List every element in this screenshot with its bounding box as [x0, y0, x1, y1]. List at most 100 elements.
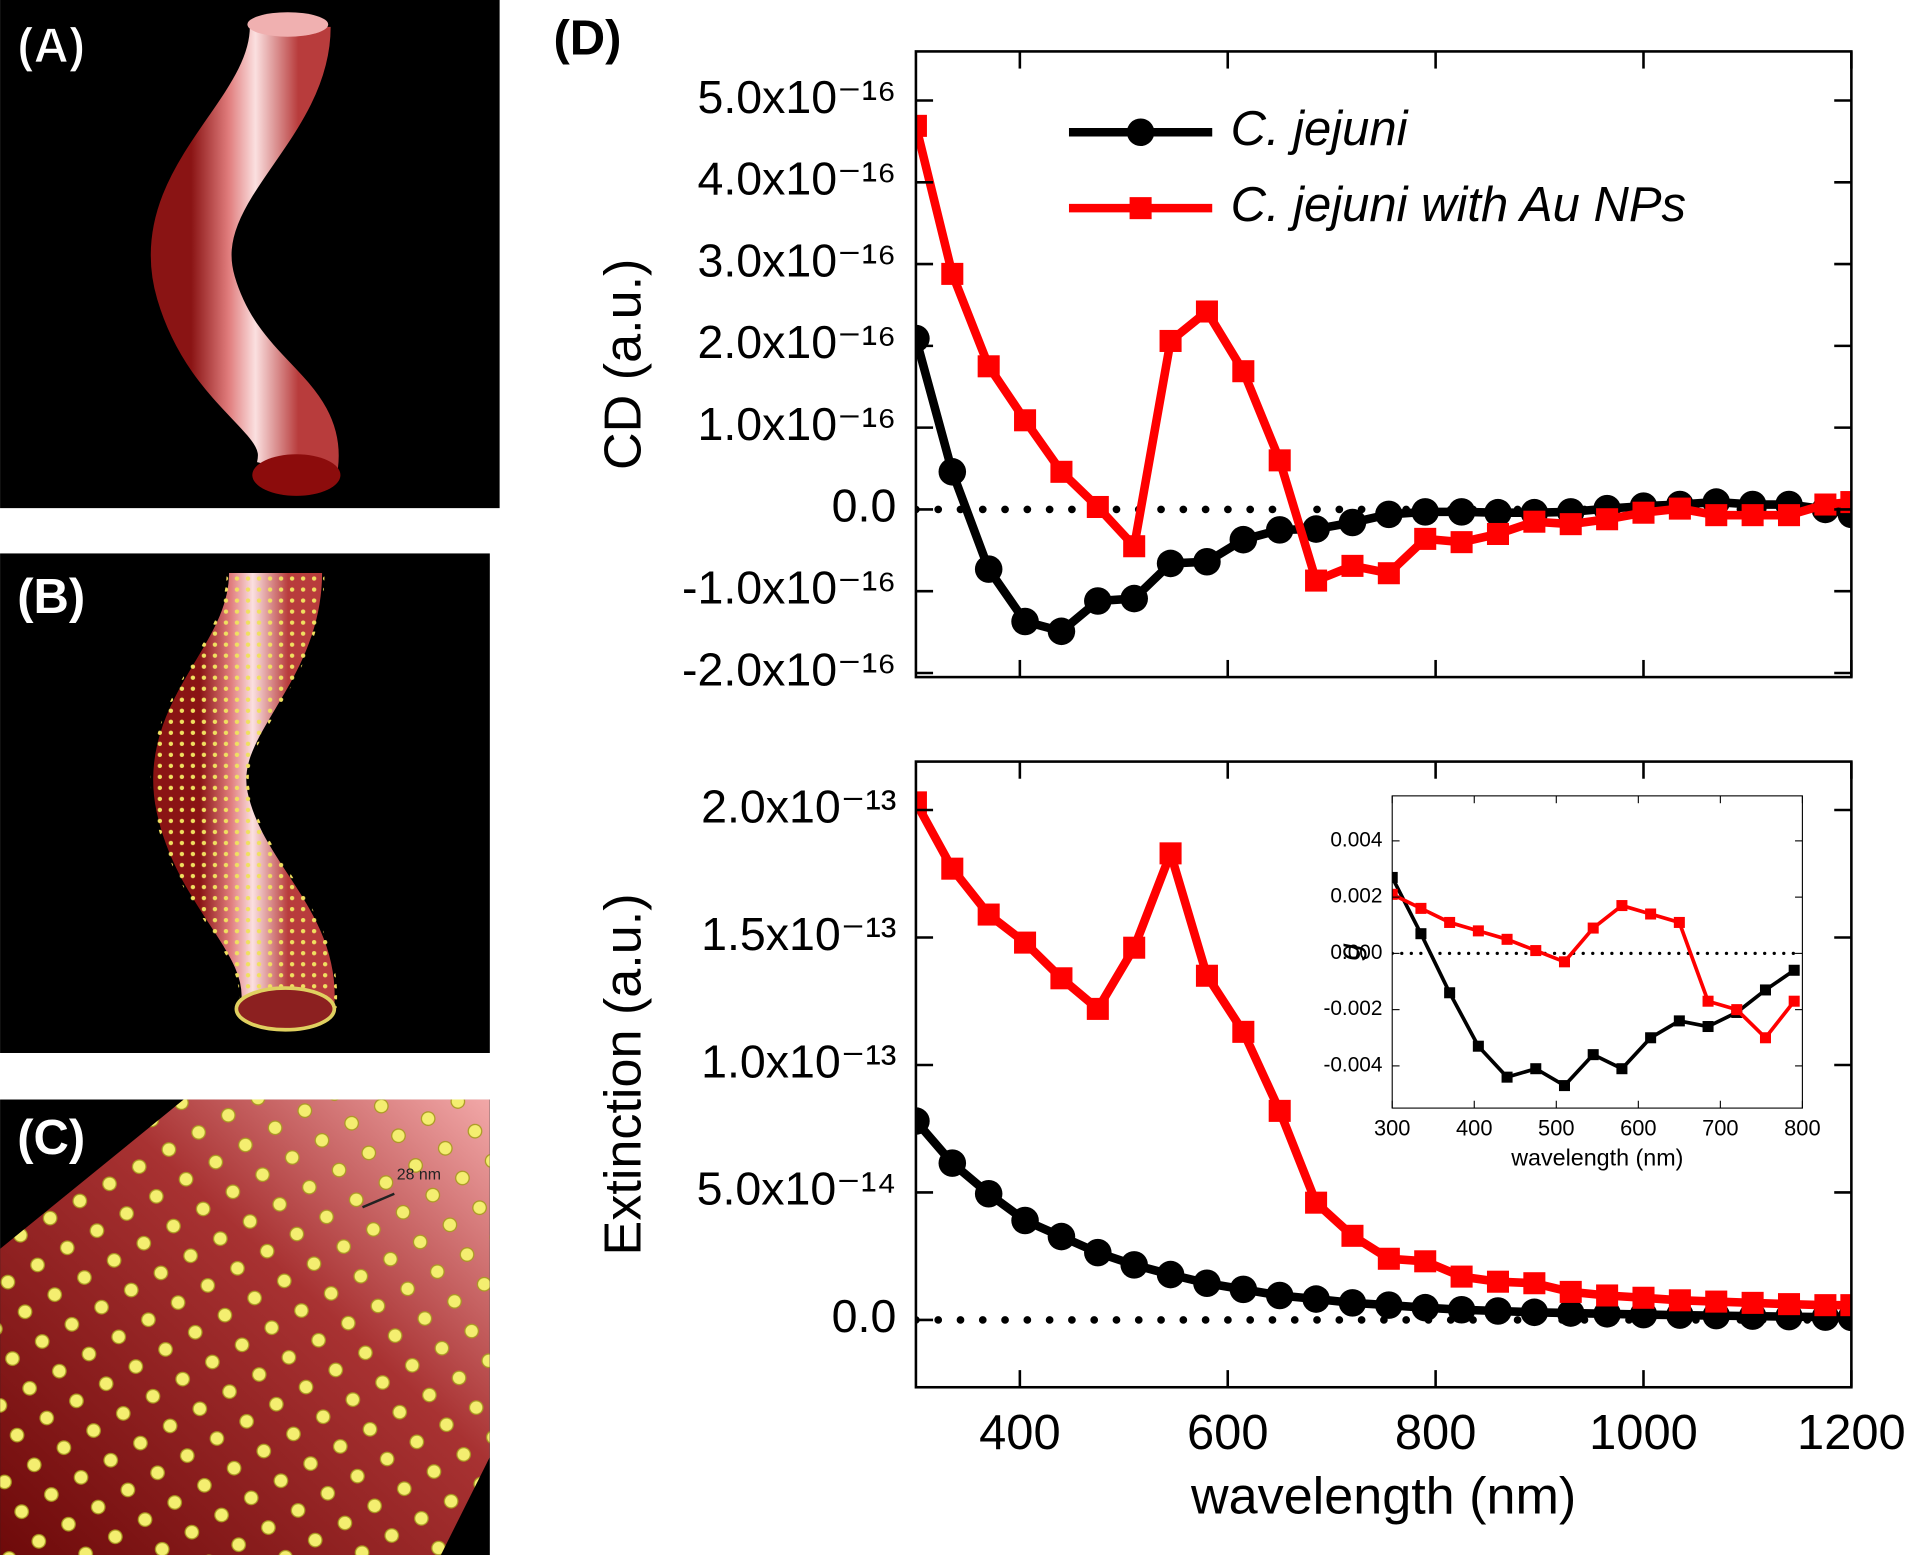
series-group [915, 114, 1852, 646]
marker [1229, 525, 1258, 554]
marker [1156, 1260, 1185, 1289]
marker [1741, 1291, 1764, 1314]
marker [1632, 501, 1655, 524]
marker [1050, 967, 1073, 990]
marker [1450, 531, 1473, 554]
marker [1702, 995, 1714, 1007]
marker [1444, 987, 1456, 999]
tube-cap [247, 12, 329, 37]
x-tick-label: 600 [1187, 1406, 1269, 1460]
y-tick-label: -0.002 [1323, 997, 1382, 1020]
marker [1777, 504, 1801, 527]
marker [1759, 1032, 1771, 1044]
marker [1731, 1004, 1743, 1016]
y-tick-label: 3.0x10⁻¹⁶ [697, 234, 896, 286]
marker [1047, 617, 1076, 646]
marker [915, 791, 927, 814]
marker [1558, 956, 1571, 968]
marker [1415, 902, 1427, 914]
marker [1195, 964, 1218, 987]
marker [1840, 1294, 1852, 1317]
x-tick-label: 300 [1374, 1116, 1410, 1141]
marker [941, 262, 964, 285]
panel-label: (C) [17, 1111, 85, 1165]
marker [1229, 1275, 1258, 1304]
series-line [915, 337, 1852, 636]
marker [1195, 300, 1218, 323]
marker [1447, 498, 1476, 526]
x-tick-label: 400 [979, 1406, 1061, 1460]
x-tick-label: 800 [1784, 1116, 1820, 1141]
marker [1086, 495, 1109, 519]
plot-frame [1391, 795, 1803, 1109]
marker [1232, 360, 1255, 383]
marker [1414, 1250, 1437, 1273]
marker [977, 903, 1000, 926]
marker [1265, 516, 1294, 544]
marker [1447, 1295, 1476, 1324]
panel-label: (A) [17, 19, 85, 73]
legend-label: C. jejuni [1231, 102, 1409, 156]
marker [1411, 1293, 1439, 1322]
marker [915, 114, 927, 137]
marker [1472, 925, 1484, 937]
y-tick-label: 5.0x10⁻¹⁶ [697, 71, 896, 123]
x-tick-label: 1200 [1797, 1406, 1906, 1460]
marker [974, 555, 1003, 583]
plot-frame [914, 760, 1853, 1389]
inset-background [1392, 795, 1803, 1109]
marker [1193, 1269, 1221, 1298]
marker [1593, 1300, 1621, 1328]
series-group [1392, 871, 1803, 1092]
marker [1375, 1291, 1403, 1319]
tube-end [234, 986, 337, 1032]
marker [1840, 491, 1852, 514]
y-tick-label: 0.004 [1330, 828, 1382, 851]
marker [1123, 535, 1146, 558]
y-tick-label: 4.0x10⁻¹⁶ [697, 153, 896, 205]
marker [1788, 995, 1800, 1007]
marker [1741, 504, 1764, 527]
marker [1268, 1099, 1291, 1122]
marker [1014, 931, 1037, 954]
marker [1486, 522, 1509, 545]
marker [1484, 1297, 1512, 1325]
marker [1788, 964, 1800, 976]
nanoparticles [150, 570, 338, 1009]
marker [1084, 1238, 1112, 1267]
y-tick-label: -0.004 [1323, 1053, 1382, 1076]
y-tick-label: 2.0x10⁻¹³ [701, 780, 896, 832]
marker [1159, 329, 1182, 352]
marker [1377, 562, 1400, 585]
marker [938, 1149, 967, 1177]
marker [1450, 1265, 1473, 1288]
marker [1559, 513, 1582, 536]
marker [1047, 1222, 1076, 1251]
legend-marker [1126, 118, 1155, 147]
scale-arrow [362, 1192, 395, 1209]
marker [1159, 842, 1182, 865]
marker [1415, 928, 1427, 940]
marker [1587, 1049, 1599, 1061]
marker [1673, 1015, 1685, 1027]
x-axis-label: wavelength (nm) [1190, 1468, 1576, 1526]
marker [1011, 1206, 1039, 1235]
marker [1705, 1290, 1728, 1313]
marker [1484, 498, 1512, 527]
marker [1668, 1289, 1691, 1312]
x-tick-label: 400 [1456, 1116, 1492, 1141]
marker [1156, 549, 1185, 578]
panel-label: (B) [17, 570, 85, 624]
marker [938, 458, 967, 486]
x-tick-label: 1000 [1589, 1406, 1698, 1460]
plot-area [1392, 871, 1803, 1092]
marker [1587, 922, 1599, 934]
marker [1392, 888, 1398, 900]
tube [150, 24, 339, 481]
marker [1673, 916, 1685, 928]
scale-label: 28 nm [397, 1167, 441, 1184]
marker [1377, 1247, 1400, 1270]
panel-label: (D) [553, 12, 621, 66]
y-tick-label: -1.0x10⁻¹⁶ [682, 562, 896, 614]
